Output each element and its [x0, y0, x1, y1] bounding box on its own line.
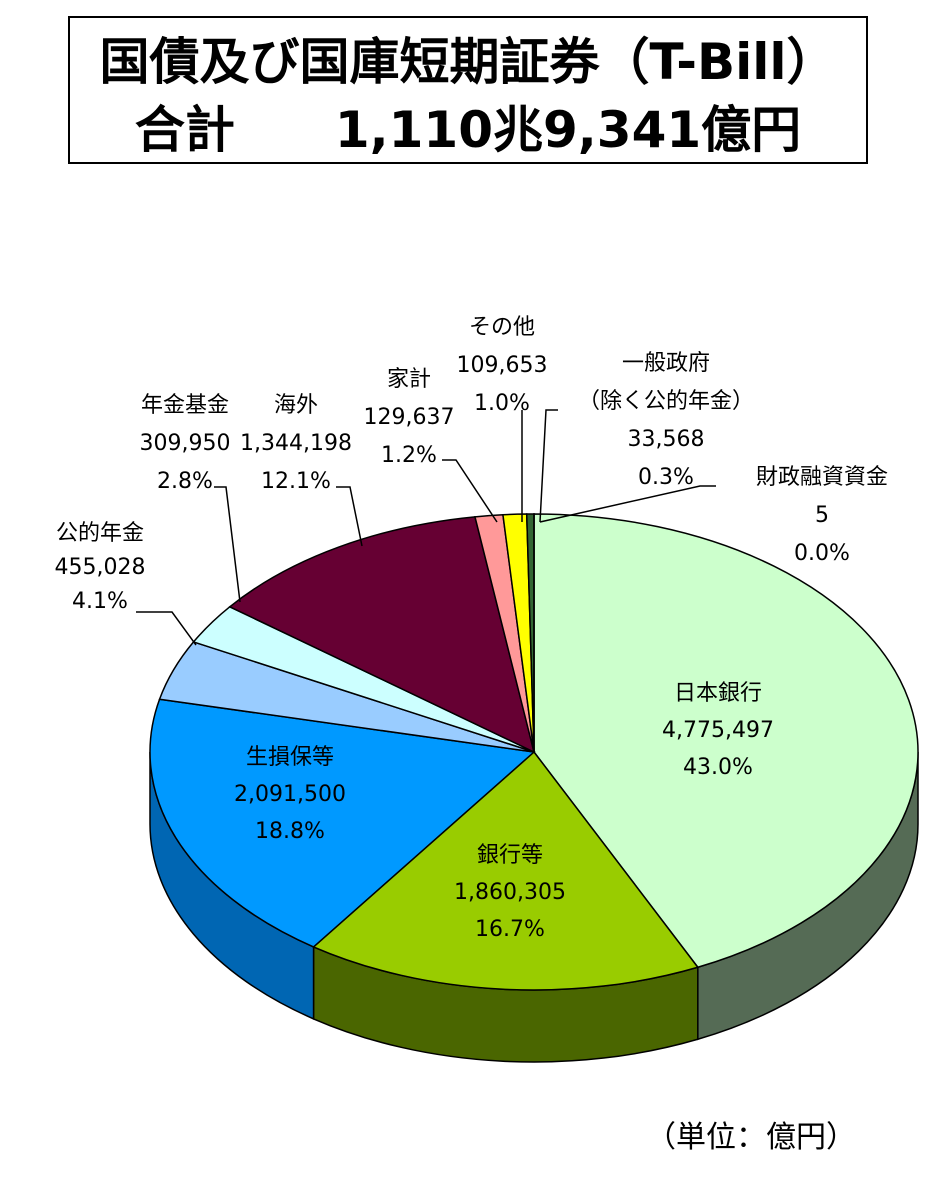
- unit-note: （単位：億円）: [646, 1120, 856, 1155]
- slice-label-name: 生損保等: [246, 745, 334, 770]
- leader-line-7: [442, 459, 498, 523]
- slice-label-value: 33,568: [628, 427, 705, 452]
- slice-label-name: 日本銀行: [674, 681, 762, 706]
- leader-line-6: [336, 486, 363, 547]
- slice-label-name: 家計: [387, 367, 431, 392]
- chart-title: 国債及び国庫短期証券（T-Bill）: [99, 33, 837, 91]
- slice-label-name: 年金基金: [141, 393, 229, 418]
- pie-slice-1: [533, 513, 919, 969]
- chart-title-box: 国債及び国庫短期証券（T-Bill） 合計 1,110兆9,341億円: [68, 16, 868, 164]
- slice-label-name: 一般政府: [622, 351, 710, 376]
- leader-line-5: [214, 486, 241, 603]
- slice-label-percent: 1.0%: [474, 391, 530, 416]
- slice-label-name: 財政融資資金: [756, 465, 888, 490]
- slice-label-value: 1,344,198: [240, 431, 352, 456]
- slice-label-percent: 18.8%: [255, 819, 325, 844]
- slice-label-percent: 0.0%: [794, 541, 850, 566]
- slice-label-sub: （除く公的年金）: [578, 389, 754, 414]
- leader-lines: [136, 409, 716, 646]
- slice-label-value: 1,860,305: [454, 880, 566, 905]
- slice-label-percent: 1.2%: [381, 443, 437, 468]
- slice-label-value: 5: [815, 503, 829, 528]
- slice-label-name: その他: [469, 315, 535, 340]
- slice-label-percent: 43.0%: [683, 755, 753, 780]
- slice-label-value: 309,950: [140, 431, 231, 456]
- pie-slices: [149, 513, 919, 991]
- slice-label-value: 129,637: [364, 405, 455, 430]
- slice-label-percent: 4.1%: [72, 589, 128, 614]
- chart-total: 合計 1,110兆9,341億円: [134, 101, 802, 159]
- pie-slice-6: [228, 516, 536, 754]
- slice-label-name: 海外: [274, 393, 318, 418]
- slice-label-percent: 0.3%: [638, 465, 694, 490]
- slice-label-value: 2,091,500: [234, 782, 346, 807]
- slice-label-name: 公的年金: [56, 521, 144, 546]
- leader-line-10: [539, 485, 716, 523]
- pie-slice-2: [312, 750, 700, 991]
- slice-label-name: 銀行等: [477, 843, 543, 868]
- slice-label-percent: 12.1%: [261, 469, 331, 494]
- slice-label-value: 4,775,497: [662, 718, 774, 743]
- slice-labels: 日本銀行 4,775,497 43.0% 銀行等 1,860,305 16.7% 生損保等 2…: [55, 315, 889, 942]
- leader-line-4: [136, 611, 197, 646]
- slice-label-percent: 2.8%: [157, 469, 213, 494]
- pie-slice-3: [149, 698, 536, 948]
- leader-line-9: [539, 409, 558, 523]
- slice-label-value: 455,028: [55, 555, 146, 580]
- slice-label-percent: 16.7%: [475, 917, 545, 942]
- slice-label-value: 109,653: [457, 353, 548, 378]
